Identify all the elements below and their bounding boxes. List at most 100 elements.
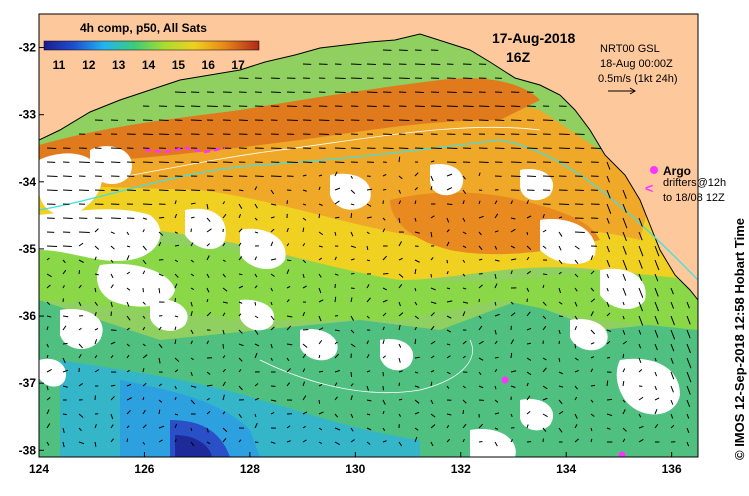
current-arrow — [398, 217, 401, 224]
coastline — [39, 33, 698, 301]
current-arrow — [62, 285, 65, 289]
current-arrow — [94, 228, 99, 233]
current-arrow — [142, 133, 154, 136]
current-arrow — [478, 215, 484, 219]
current-arrow — [158, 231, 164, 236]
current-arrow — [622, 340, 628, 345]
current-arrow — [110, 245, 115, 250]
current-arrow — [542, 427, 547, 432]
current-arrow — [270, 411, 275, 415]
current-arrow — [382, 287, 388, 291]
current-arrow — [574, 245, 580, 250]
current-arrow — [478, 245, 483, 250]
current-arrow — [350, 213, 353, 219]
current-arrow — [110, 259, 114, 263]
current-arrow — [558, 357, 561, 362]
current-arrow — [414, 371, 419, 374]
current-arrow — [302, 439, 307, 443]
current-arrow — [302, 328, 309, 331]
current-arrow — [622, 329, 626, 335]
current-arrow — [366, 315, 370, 319]
argo-legend-marker — [650, 166, 658, 174]
current-arrow — [542, 175, 554, 178]
current-arrow — [254, 256, 258, 261]
current-arrow — [46, 315, 52, 318]
current-arrow — [126, 315, 131, 321]
current-arrow — [670, 315, 675, 326]
current-arrow — [526, 270, 531, 275]
current-arrow — [206, 384, 213, 387]
drifters-label: drifters@12h — [663, 177, 726, 189]
current-arrow — [446, 355, 451, 359]
current-arrows — [46, 49, 692, 448]
current-arrow — [62, 369, 69, 373]
current-arrow — [526, 411, 531, 415]
current-arrow — [350, 272, 355, 275]
current-arrow — [302, 381, 305, 387]
current-arrow — [574, 325, 578, 331]
current-arrow — [622, 427, 627, 432]
current-arrow — [190, 202, 196, 205]
current-arrow — [382, 399, 386, 405]
current-arrow — [478, 315, 482, 319]
current-arrow — [174, 213, 178, 219]
current-arrow — [494, 283, 498, 289]
current-arrow — [606, 301, 610, 308]
current-arrow — [414, 287, 417, 292]
current-arrow — [174, 244, 179, 247]
colorbar-tick-label: 11 — [53, 58, 66, 72]
current-arrow — [366, 354, 370, 359]
current-arrow — [142, 441, 146, 445]
current-arrow — [590, 270, 595, 275]
current-arrow — [142, 409, 146, 415]
current-arrow — [606, 217, 610, 224]
current-arrow — [254, 203, 258, 209]
current-arrow — [542, 325, 547, 331]
current-arrow — [110, 273, 114, 279]
map-frame — [38, 13, 699, 458]
current-arrow — [638, 425, 644, 429]
current-arrow — [206, 217, 211, 222]
current-arrow — [302, 343, 308, 348]
current-arrow — [494, 427, 499, 430]
composite-label: 4h comp, p50, All Sats — [80, 21, 207, 35]
current-arrow — [206, 427, 209, 433]
current-arrow — [462, 231, 467, 235]
current-arrow — [142, 315, 146, 319]
current-arrow — [462, 287, 467, 290]
current-arrow — [174, 326, 177, 331]
current-arrow — [206, 410, 211, 415]
current-arrow — [526, 311, 531, 317]
current-arrow — [606, 203, 612, 214]
current-arrow — [494, 329, 497, 335]
current-arrow — [94, 273, 99, 276]
current-arrow — [334, 256, 337, 261]
current-arrow — [110, 341, 116, 345]
latitude-tick-label: -38 — [19, 443, 37, 457]
current-arrow — [190, 441, 195, 447]
current-arrow — [542, 119, 554, 122]
current-arrow — [478, 284, 483, 289]
current-arrow — [302, 368, 306, 373]
current-arrow — [254, 413, 257, 418]
current-arrow — [398, 119, 410, 122]
current-arrow — [446, 438, 451, 443]
current-arrow — [238, 329, 243, 334]
current-arrow — [558, 371, 564, 375]
current-arrow — [542, 397, 548, 401]
current-arrow — [142, 354, 148, 359]
current-arrow — [318, 257, 322, 261]
current-arrow — [350, 383, 354, 387]
current-arrow — [270, 315, 275, 321]
longitude-axis: 124 126 128 130 132 134 136 — [29, 452, 682, 476]
current-arrow — [238, 256, 243, 261]
current-arrow — [350, 203, 355, 206]
current-arrow — [46, 368, 52, 373]
current-arrow — [190, 385, 197, 388]
current-arrow — [222, 273, 226, 278]
current-arrow — [62, 342, 68, 345]
current-arrow — [174, 273, 179, 278]
current-arrow — [318, 119, 330, 122]
current-arrow — [350, 77, 362, 80]
current-arrow — [414, 411, 420, 415]
